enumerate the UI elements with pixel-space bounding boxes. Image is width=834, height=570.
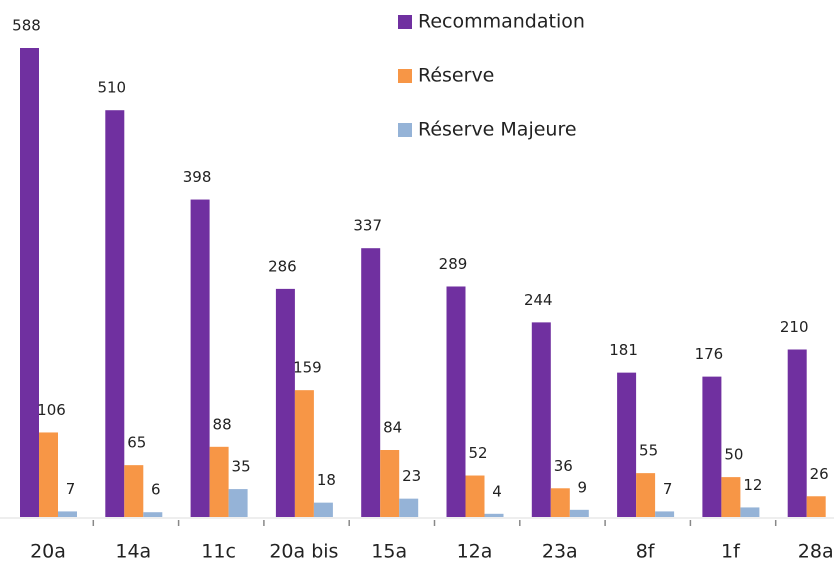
data-label: 12: [743, 476, 762, 494]
data-label: 210: [780, 318, 809, 336]
bar: [39, 432, 58, 517]
legend-label: Recommandation: [418, 11, 585, 33]
bar: [721, 477, 741, 517]
legend-swatch: [398, 15, 412, 29]
bar: [636, 473, 656, 517]
data-label: 23: [402, 467, 421, 485]
bar: [806, 496, 826, 517]
bar: [380, 450, 400, 517]
data-label: 84: [383, 419, 402, 437]
data-label: 9: [578, 478, 588, 496]
bar: [617, 372, 637, 517]
data-label: 510: [97, 79, 126, 97]
bar: [313, 502, 333, 517]
bar: [20, 48, 39, 517]
bar: [190, 199, 210, 518]
bar: [787, 349, 807, 517]
data-label: 36: [554, 457, 573, 475]
bar: [550, 488, 570, 517]
legend-swatch: [398, 69, 412, 83]
bar: [399, 498, 419, 517]
data-label: 18: [317, 471, 336, 489]
x-tick-label: 20a: [30, 541, 66, 563]
data-label: 244: [524, 291, 553, 309]
legend-swatch: [398, 123, 412, 137]
data-label: 7: [66, 480, 76, 498]
bar: [531, 322, 551, 517]
x-tick-label: 23a: [542, 541, 578, 563]
bar: [143, 512, 163, 517]
data-label: 35: [232, 458, 251, 476]
bar: [446, 286, 466, 517]
x-tick-label: 14a: [115, 541, 151, 563]
bar: [465, 475, 485, 517]
data-label: 289: [439, 255, 468, 273]
data-label: 26: [810, 465, 829, 483]
bar: [105, 110, 125, 517]
bar: [294, 390, 314, 517]
data-label: 176: [695, 345, 724, 363]
data-label: 50: [724, 446, 743, 464]
data-label: 398: [183, 168, 212, 186]
legend-label: Réserve: [418, 65, 494, 87]
bar: [484, 513, 504, 517]
bar: [209, 446, 229, 517]
x-tick-label: 20a bis: [269, 541, 338, 563]
bar: [361, 248, 381, 517]
bar: [275, 288, 295, 517]
data-label: 181: [609, 341, 638, 359]
data-label: 4: [492, 482, 502, 500]
bar: [655, 511, 675, 517]
data-label: 337: [353, 217, 382, 235]
data-label: 159: [293, 359, 322, 377]
bar: [702, 376, 722, 517]
x-tick-label: 12a: [457, 541, 493, 563]
x-tick-label: 15a: [371, 541, 407, 563]
data-label: 52: [468, 444, 487, 462]
data-label: 6: [151, 481, 161, 499]
bar: [740, 507, 760, 517]
data-label: 588: [12, 17, 41, 35]
data-label: 55: [639, 442, 658, 460]
x-tick-label: 28a: [798, 541, 834, 563]
data-label: 106: [37, 401, 66, 419]
bar: [569, 509, 589, 517]
x-tick-label: 8f: [636, 541, 656, 563]
bar: [58, 511, 77, 517]
x-tick-label: 1f: [721, 541, 741, 563]
data-label: 65: [127, 434, 146, 452]
data-label: 286: [268, 257, 297, 275]
data-label: 88: [213, 415, 232, 433]
legend-label: Réserve Majeure: [418, 119, 577, 141]
x-tick-label: 11c: [201, 541, 236, 563]
data-label: 7: [663, 480, 673, 498]
bar: [228, 489, 248, 517]
bar: [124, 465, 144, 517]
